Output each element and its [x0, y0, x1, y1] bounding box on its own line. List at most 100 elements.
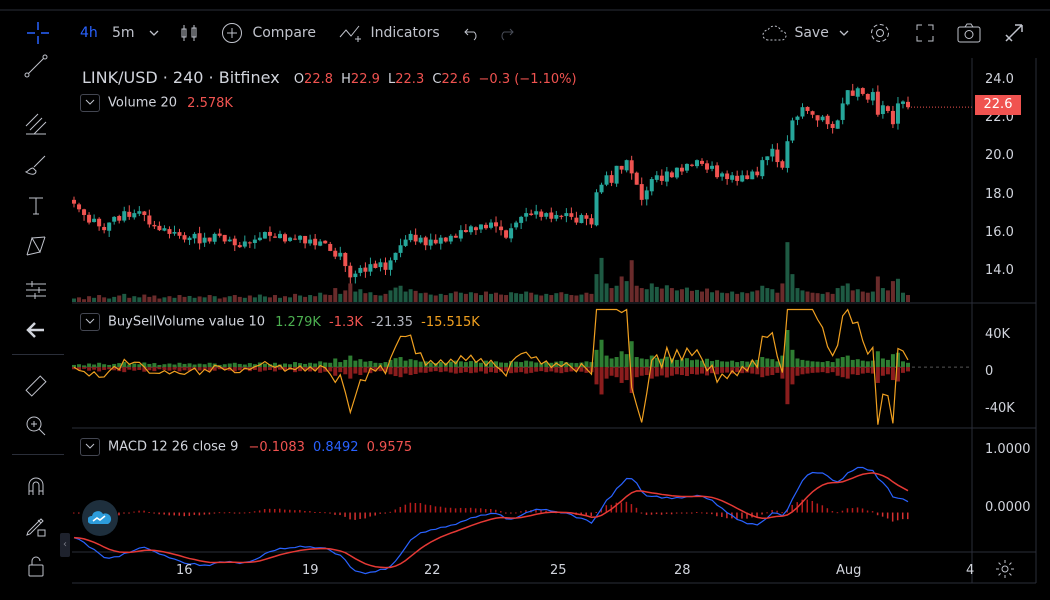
arrow-left-icon[interactable] — [20, 314, 52, 346]
volume-bar — [810, 292, 815, 302]
sell-volume-bar — [664, 367, 669, 378]
volume-bar — [815, 293, 820, 302]
pattern-tool-icon[interactable] — [20, 230, 52, 262]
sell-volume-bar — [378, 367, 383, 372]
volume-bar — [649, 283, 654, 302]
buy-volume-bar — [885, 359, 890, 368]
sell-volume-bar — [398, 367, 403, 378]
bsv-value-3: -21.35 — [371, 314, 413, 330]
volume-bar — [478, 295, 483, 302]
macd-histogram-bar — [896, 512, 899, 521]
buy-volume-bar — [725, 361, 730, 368]
gear-icon[interactable] — [868, 10, 892, 56]
buy-volume-bar — [182, 363, 187, 368]
trend-line-icon[interactable] — [20, 50, 52, 82]
candle-style-icon[interactable] — [178, 10, 200, 56]
y-tick-label: 20.0 — [985, 148, 1014, 163]
candle-body — [805, 106, 810, 111]
macd-histogram-bar — [233, 512, 236, 514]
macd-histogram-bar — [901, 512, 904, 520]
interval-5m-button[interactable]: 5m — [112, 25, 135, 41]
volume-bar — [242, 297, 247, 302]
sell-volume-bar — [97, 367, 102, 372]
buy-volume-bar — [428, 362, 433, 368]
sell-volume-bar — [584, 367, 589, 373]
volume-bar — [92, 297, 97, 302]
sell-volume-bar — [167, 367, 172, 371]
macd-histogram-bar — [434, 506, 437, 513]
crosshair-cursor-icon[interactable] — [24, 10, 52, 56]
last-price-badge: 22.6 — [975, 95, 1021, 115]
macd-histogram-bar — [907, 512, 909, 520]
volume-bar — [780, 283, 785, 302]
magnet-icon[interactable] — [20, 470, 52, 502]
volume-bar — [559, 292, 564, 302]
chart-settings-gear-icon[interactable] — [994, 558, 1016, 584]
macd-histogram-bar — [223, 512, 226, 514]
text-tool-icon[interactable] — [20, 190, 52, 222]
save-chevron-down-icon[interactable] — [838, 10, 850, 56]
collapse-chevron-icon[interactable] — [80, 94, 100, 112]
buy-volume-bar — [735, 362, 740, 368]
brush-icon[interactable] — [20, 148, 52, 180]
candle-body — [283, 234, 288, 242]
macd-histogram-bar — [590, 512, 592, 517]
candle-body — [669, 172, 674, 178]
volume-bar — [328, 295, 333, 302]
unlock-icon[interactable] — [20, 550, 52, 582]
publish-arrow-icon[interactable] — [1002, 10, 1026, 56]
buy-volume-bar — [755, 359, 760, 368]
sell-volume-bar — [609, 367, 614, 376]
buy-volume-bar — [835, 358, 840, 368]
candle-body — [423, 237, 428, 246]
sell-volume-bar — [122, 367, 127, 373]
volume-bar — [393, 287, 398, 302]
tradingview-logo-icon[interactable] — [82, 500, 118, 536]
collapse-chevron-icon[interactable] — [80, 438, 100, 456]
volume-bar — [343, 290, 348, 302]
candle-body — [534, 211, 539, 215]
sell-volume-bar — [257, 367, 262, 372]
collapse-sidebar-chevron-icon[interactable]: ‹ — [60, 533, 70, 557]
macd-histogram-bar — [680, 512, 683, 514]
top-toolbar: 4h 5m Compare Indicators Save — [0, 10, 1036, 56]
fullscreen-icon[interactable] — [914, 10, 936, 56]
volume-bar — [614, 285, 619, 302]
macd-histogram-bar — [324, 512, 326, 514]
volume-bar — [433, 295, 438, 302]
macd-histogram-bar — [193, 512, 196, 515]
compare-button[interactable]: Compare — [220, 10, 316, 56]
chevron-down-icon[interactable] — [148, 10, 160, 56]
macd-histogram-bar — [615, 502, 618, 513]
measure-ruler-icon[interactable] — [20, 274, 52, 306]
sell-volume-bar — [353, 367, 358, 374]
volume-bar — [634, 285, 639, 302]
redo-icon[interactable] — [496, 10, 516, 56]
lock-drawing-icon[interactable] — [20, 510, 52, 542]
volume-bar — [720, 292, 725, 302]
fib-tool-icon[interactable] — [20, 108, 52, 140]
indicators-button[interactable]: Indicators — [338, 10, 440, 56]
ruler-icon[interactable] — [20, 370, 52, 402]
sell-volume-bar — [267, 367, 272, 370]
save-button[interactable]: Save — [760, 10, 829, 56]
macd-histogram-bar — [203, 512, 206, 515]
interval-4h-button[interactable]: 4h — [80, 25, 98, 41]
zoom-in-icon[interactable] — [20, 410, 52, 442]
collapse-chevron-icon[interactable] — [80, 313, 100, 331]
candle-body — [624, 160, 629, 171]
candle-body — [644, 190, 649, 200]
signal-line — [73, 472, 909, 569]
buy-volume-bar — [614, 357, 619, 368]
sell-volume-bar — [810, 367, 815, 373]
volume-bar — [534, 294, 539, 302]
volume-bar — [800, 290, 805, 302]
macd-histogram-bar — [660, 512, 663, 515]
camera-icon[interactable] — [956, 10, 982, 56]
candle-body — [825, 115, 830, 125]
volume-bar — [825, 292, 830, 302]
buy-volume-bar — [313, 363, 318, 368]
undo-icon[interactable] — [462, 10, 482, 56]
candle-body — [177, 232, 182, 236]
